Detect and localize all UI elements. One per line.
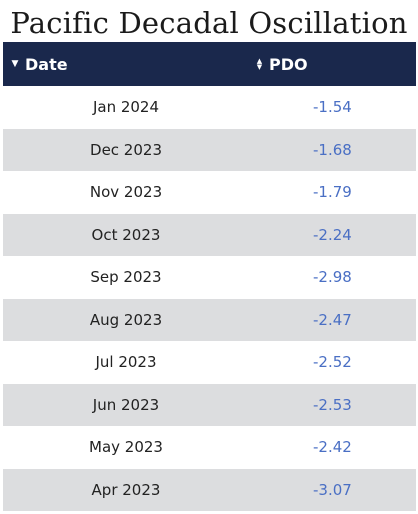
table-row: Sep 2023 -2.98	[3, 256, 416, 299]
pdo-cell: -2.24	[313, 225, 352, 244]
sort-both-icon: ▲ ▼	[256, 57, 263, 71]
column-header-date[interactable]: ▼ Date	[3, 55, 255, 74]
pdo-cell: -2.47	[313, 310, 352, 329]
pdo-cell: -3.07	[313, 480, 352, 499]
table-row: Dec 2023 -1.68	[3, 128, 416, 171]
table-row: Jul 2023 -2.52	[3, 341, 416, 384]
pdo-cell: -1.54	[313, 98, 352, 117]
column-header-label: PDO	[269, 54, 308, 74]
pdo-cell: -1.79	[313, 183, 352, 202]
date-cell: May 2023	[89, 438, 163, 457]
table-body: Jan 2024 -1.54 Dec 2023 -1.68 Nov 2023 -…	[3, 86, 416, 511]
table-row: Jun 2023 -2.53	[3, 383, 416, 426]
date-cell: Jun 2023	[92, 395, 160, 414]
page-title: Pacific Decadal Oscillation	[10, 6, 408, 40]
date-cell: Dec 2023	[90, 140, 162, 159]
pdo-cell: -2.42	[313, 438, 352, 457]
table-row: Oct 2023 -2.24	[3, 213, 416, 256]
date-cell: Sep 2023	[90, 268, 162, 287]
table-row: Aug 2023 -2.47	[3, 298, 416, 341]
date-cell: Apr 2023	[91, 480, 161, 499]
table-row: May 2023 -2.42	[3, 426, 416, 469]
pdo-cell: -2.98	[313, 268, 352, 287]
column-header-label: Date	[25, 54, 68, 74]
date-cell: Jan 2024	[92, 98, 160, 117]
sort-desc-icon: ▼	[11, 59, 19, 69]
date-cell: Aug 2023	[89, 310, 163, 329]
date-cell: Nov 2023	[89, 183, 163, 202]
date-cell: Jul 2023	[95, 353, 157, 372]
pdo-cell: -1.68	[313, 140, 352, 159]
data-table: ▼ Date ▲ ▼ PDO Jan 2024 -1.54 Dec 2023 -1…	[3, 42, 416, 511]
column-header-pdo[interactable]: ▲ ▼ PDO	[255, 55, 416, 74]
table-row: Jan 2024 -1.54	[3, 86, 416, 129]
table-row: Nov 2023 -1.79	[3, 171, 416, 214]
table-row: Apr 2023 -3.07	[3, 468, 416, 511]
date-cell: Oct 2023	[91, 225, 161, 244]
pdo-cell: -2.53	[313, 395, 352, 414]
pdo-cell: -2.52	[313, 353, 352, 372]
table-header: ▼ Date ▲ ▼ PDO	[3, 42, 416, 86]
